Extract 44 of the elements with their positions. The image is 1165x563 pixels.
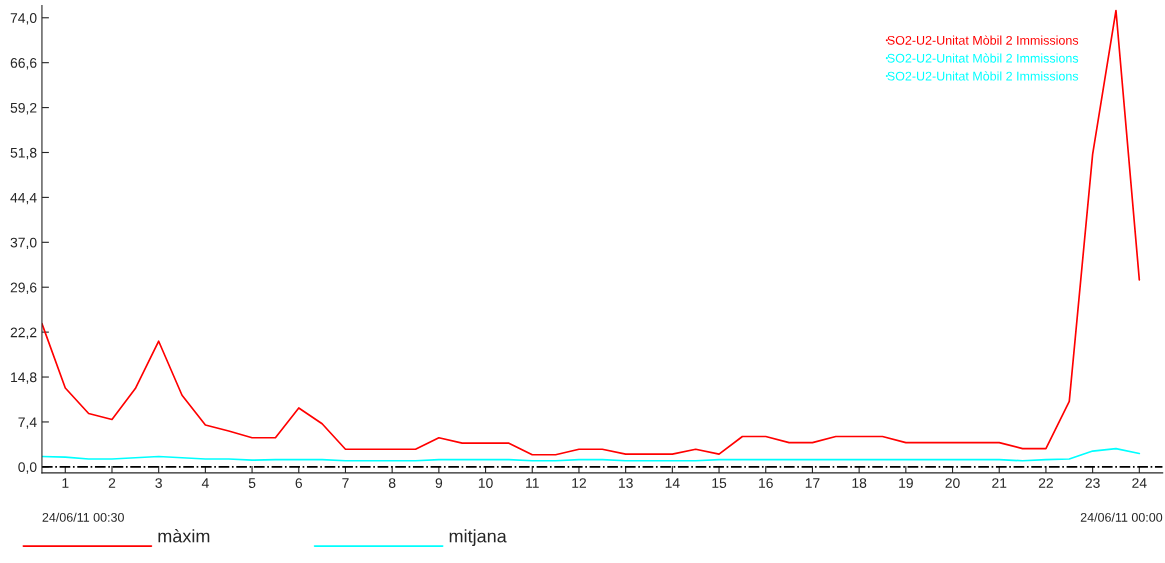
x-tick-label: 16 [759,478,773,488]
x-tick-label: 23 [1085,478,1100,488]
x-tick-label: 1 [62,478,69,488]
y-tick-label: 44,4 [10,192,37,205]
x-tick-label: 3 [155,478,162,488]
x-tick-label: 17 [805,478,820,488]
y-tick-label: 74,0 [10,13,37,25]
text: 24/06/11 00:00 [1080,512,1163,522]
x-tick-label: 11 [526,478,539,488]
y-tick-label: 14,8 [11,372,37,384]
y-tick-label: 7,4 [18,417,37,429]
x-tick-label: 7 [342,478,349,488]
x-tick-label: 13 [618,478,633,488]
x-tick-label: 4 [201,478,209,488]
y-tick-label: 29,6 [10,282,37,295]
x-tick-label: 12 [572,478,586,488]
text: 24/06/11 00:30 [42,512,124,522]
y-tick-label: 37,0 [10,237,37,250]
x-tick-label: 10 [478,478,493,488]
x-tick-label: 21 [992,478,1007,488]
x-tick-label: 22 [1038,478,1053,488]
x-tick-label: 6 [295,478,303,488]
x-tick-label: 24 [1132,478,1147,488]
text: mitjana [449,529,507,547]
x-tick-label: 9 [435,478,443,488]
y-tick-label: 0,0 [18,462,37,474]
y-tick-label: 51,8 [10,147,37,160]
x-tick-label: 15 [712,478,727,488]
legend-label: SO2-U2-Unitat Mòbil 2 Immissions [887,53,1079,63]
x-tick-label: 19 [899,478,913,488]
x-tick-label: 18 [852,478,867,488]
legend-label: SO2-U2-Unitat Mòbil 2 Immissions [887,35,1079,45]
x-tick-label: 20 [945,478,960,488]
y-tick-label: 59,2 [10,102,37,115]
x-tick-label: 14 [665,478,680,488]
line-series [41,447,1141,462]
x-tick-label: 2 [108,478,116,488]
y-tick-label: 22,2 [10,327,37,339]
x-tick-label: 8 [388,478,396,488]
y-tick-label: 66,6 [10,58,37,70]
line-series [41,9,1141,456]
text: màxim [158,529,210,543]
x-tick-label: 5 [248,478,256,488]
legend-label: SO2-U2-Unitat Mòbil 2 Immissions [887,71,1079,81]
